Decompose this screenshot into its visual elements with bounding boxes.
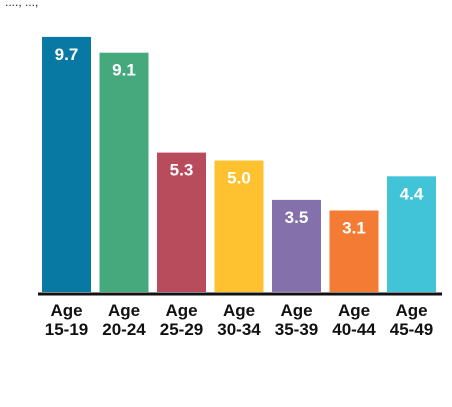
bar-20-24: [99, 52, 149, 293]
bars-layer: [42, 36, 436, 293]
x-tick-label-45-49-line2: 45-49: [390, 320, 433, 339]
bar-value-label-45-49: 4.4: [400, 184, 424, 203]
x-tick-label-30-34-line1: Age: [223, 301, 255, 320]
x-tick-label-15-19-line1: Age: [50, 301, 82, 320]
bar-value-label-15-19: 9.7: [55, 45, 79, 64]
cut-off-top-text: ...., ...,: [5, 0, 38, 9]
x-tick-label-35-39-line2: 35-39: [275, 320, 318, 339]
x-tick-label-45-49-line1: Age: [395, 301, 427, 320]
bar-value-label-30-34: 5.0: [227, 169, 251, 188]
x-tick-label-35-39-line1: Age: [280, 301, 312, 320]
x-tick-labels-layer: Age15-19Age20-24Age25-29Age30-34Age35-39…: [45, 301, 433, 339]
bar-value-label-20-24: 9.1: [112, 61, 136, 80]
x-tick-label-20-24-line2: 20-24: [102, 320, 146, 339]
bar-35-39: [272, 199, 321, 292]
x-tick-label-40-44-line1: Age: [338, 301, 370, 320]
bar-45-49: [387, 176, 436, 292]
bar-40-44: [329, 210, 379, 292]
bar-30-34: [214, 160, 264, 292]
x-tick-label-20-24-line1: Age: [108, 301, 140, 320]
x-tick-label-25-29-line1: Age: [165, 301, 197, 320]
bar-value-label-35-39: 3.5: [285, 208, 309, 227]
bar-15-19: [42, 36, 91, 293]
x-tick-label-30-34-line2: 30-34: [217, 320, 261, 339]
bar-value-label-25-29: 5.3: [170, 161, 194, 180]
x-tick-label-15-19-line2: 15-19: [45, 320, 88, 339]
x-tick-label-40-44-line2: 40-44: [332, 320, 376, 339]
bar-value-label-40-44: 3.1: [342, 219, 366, 238]
value-labels-layer: 9.7 9.1 5.3 5.0 3.5 3.1 4.4: [55, 45, 424, 238]
x-tick-label-25-29-line2: 25-29: [160, 320, 203, 339]
bar-25-29: [157, 152, 206, 292]
